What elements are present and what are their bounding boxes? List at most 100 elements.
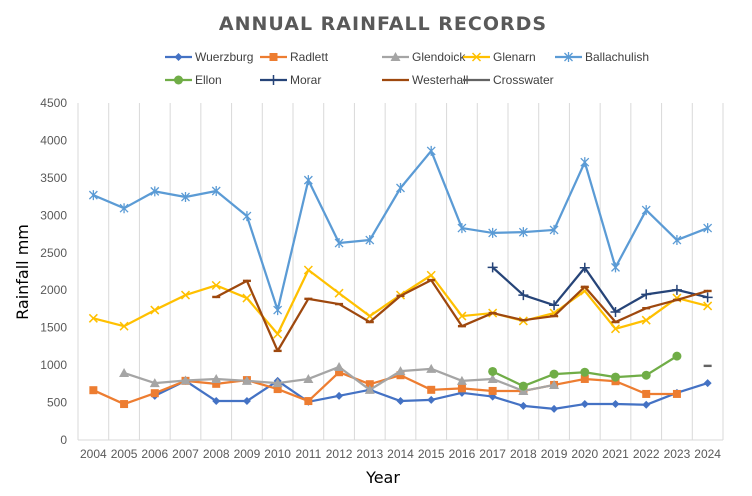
marker-shape: [457, 223, 467, 234]
x-tick-label: 2023: [664, 447, 691, 461]
marker-shape: [390, 52, 401, 61]
marker-shape: [303, 175, 313, 186]
marker-shape: [457, 324, 466, 328]
x-tick-label: 2018: [510, 447, 537, 461]
x-tick-label: 2014: [387, 447, 414, 461]
data-point-glenarn-2005: [119, 321, 129, 331]
legend-item-wuerzburg: Wuerzburg: [165, 50, 253, 64]
marker-shape: [702, 292, 713, 303]
data-point-westerhall-2021: [611, 320, 620, 324]
legend-item-westerhall: Westerhall: [382, 73, 468, 87]
legend-label: Ellon: [195, 73, 222, 87]
marker-shape: [273, 385, 282, 394]
marker-shape: [303, 265, 313, 275]
data-point-westerhall-2023: [672, 298, 681, 302]
data-point-glendoick-2015: [426, 363, 437, 373]
data-point-wuerzburg-2021: [611, 400, 620, 409]
marker-shape: [269, 53, 278, 61]
legend: Wuerzburg Radlett Glendoick Glenarn Ballachu…: [165, 50, 649, 87]
data-point-westerhall-2011: [304, 297, 313, 301]
marker-shape: [272, 378, 283, 388]
marker-shape: [487, 373, 498, 383]
marker-shape: [564, 52, 573, 62]
data-point-glenarn-2012: [334, 288, 344, 298]
data-point-ballachulish-2020: [580, 157, 590, 168]
x-tick-label: 2010: [264, 447, 291, 461]
legend-marker: [268, 75, 279, 85]
marker-shape: [610, 324, 621, 334]
data-point-wuerzburg-2024: [703, 379, 712, 388]
data-point-wuerzburg-2014: [396, 397, 405, 406]
legend-label: Wuerzburg: [195, 50, 253, 64]
data-point-westerhall-2014: [396, 294, 405, 298]
marker-shape: [641, 370, 651, 380]
legend-marker: [390, 52, 401, 61]
legend-marker: [174, 75, 183, 85]
marker-shape: [487, 262, 498, 273]
data-point-glenarn-2021: [610, 324, 621, 334]
legend-label: Radlett: [290, 50, 329, 64]
marker-shape: [642, 306, 651, 310]
marker-shape: [611, 372, 620, 382]
x-tick-label: 2022: [633, 447, 660, 461]
data-point-glendoick-2016: [456, 375, 467, 385]
marker-shape: [396, 397, 405, 406]
marker-shape: [396, 371, 405, 380]
data-point-glenarn-2004: [88, 313, 98, 323]
data-point-radlett-2012: [335, 368, 344, 377]
marker-shape: [335, 302, 344, 306]
marker-shape: [211, 373, 222, 383]
data-point-radlett-2022: [642, 389, 651, 398]
marker-shape: [426, 363, 437, 373]
x-tick-label: 2009: [234, 447, 261, 461]
data-point-morar-2018: [518, 290, 529, 301]
legend-label: Westerhall: [412, 73, 468, 87]
marker-shape: [427, 385, 436, 394]
marker-shape: [471, 52, 482, 62]
marker-shape: [519, 318, 528, 322]
data-point-wuerzburg-2009: [242, 397, 251, 406]
marker-shape: [119, 203, 129, 214]
data-point-westerhall-2020: [580, 285, 589, 289]
marker-shape: [427, 278, 436, 282]
marker-shape: [150, 305, 160, 315]
marker-shape: [580, 400, 589, 409]
series-group: [88, 145, 713, 413]
marker-shape: [242, 279, 251, 283]
data-point-radlett-2016: [457, 384, 466, 393]
data-point-morar-2021: [610, 306, 621, 317]
y-tick-label: 1500: [40, 321, 67, 335]
data-point-glenarn-2007: [180, 290, 191, 300]
data-point-wuerzburg-2022: [642, 400, 651, 409]
data-point-ballachulish-2015: [426, 145, 436, 156]
data-point-wuerzburg-2015: [427, 395, 436, 404]
data-point-wuerzburg-2012: [335, 391, 344, 400]
data-point-radlett-2015: [427, 385, 436, 394]
data-point-ballachulish-2022: [641, 205, 651, 216]
marker-shape: [365, 320, 374, 324]
x-axis-ticks: 2004 2005 2006 2007 2008 2009 2010 2011 2012 2013…: [80, 447, 721, 461]
y-tick-label: 4500: [40, 96, 67, 110]
marker-shape: [364, 384, 375, 394]
marker-shape: [396, 294, 405, 298]
data-point-ballachulish-2004: [88, 190, 98, 201]
data-point-westerhall-2022: [642, 306, 651, 310]
data-point-ballachulish-2012: [334, 238, 344, 249]
data-point-westerhall-2017: [488, 311, 497, 315]
y-tick-label: 2000: [40, 283, 67, 297]
data-point-glendoick-2017: [487, 373, 498, 383]
series-crosswater: [703, 364, 712, 368]
marker-shape: [703, 301, 713, 311]
data-point-radlett-2017: [488, 386, 497, 395]
data-point-ellon-2023: [672, 351, 682, 361]
marker-shape: [672, 235, 682, 246]
marker-shape: [120, 400, 129, 409]
data-point-glenarn-2016: [457, 311, 467, 321]
legend-label: Glendoick: [412, 50, 466, 64]
marker-shape: [273, 305, 283, 316]
marker-shape: [641, 315, 651, 325]
y-tick-label: 0: [60, 433, 67, 447]
marker-shape: [611, 320, 620, 324]
legend-item-radlett: Radlett: [260, 50, 329, 64]
data-point-ballachulish-2007: [181, 191, 190, 202]
